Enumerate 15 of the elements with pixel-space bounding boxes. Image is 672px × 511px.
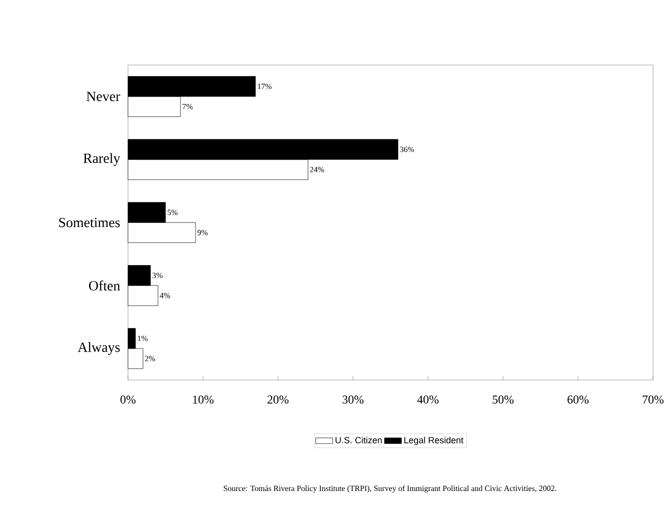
x-tick-label: 70%: [642, 396, 664, 404]
y-tick-label: Always: [78, 342, 120, 355]
y-tick-label: Never: [86, 92, 120, 102]
x-tick-label: 10%: [193, 396, 214, 404]
y-tick-label: Often: [89, 280, 120, 290]
legend-label: U.S. Citizen: [336, 436, 382, 444]
x-tick-label: 40%: [417, 396, 439, 404]
y-tick-label: Rarely: [83, 153, 120, 166]
x-tick-label: 30%: [342, 396, 364, 404]
legend-label: Legal Resident: [404, 436, 464, 446]
x-tick-label: 60%: [568, 396, 589, 404]
y-tick-label: Sometimes: [59, 218, 120, 228]
x-tick-label: 0%: [120, 396, 136, 404]
x-tick-label: 20%: [268, 396, 289, 404]
x-tick-label: 50%: [492, 396, 514, 404]
